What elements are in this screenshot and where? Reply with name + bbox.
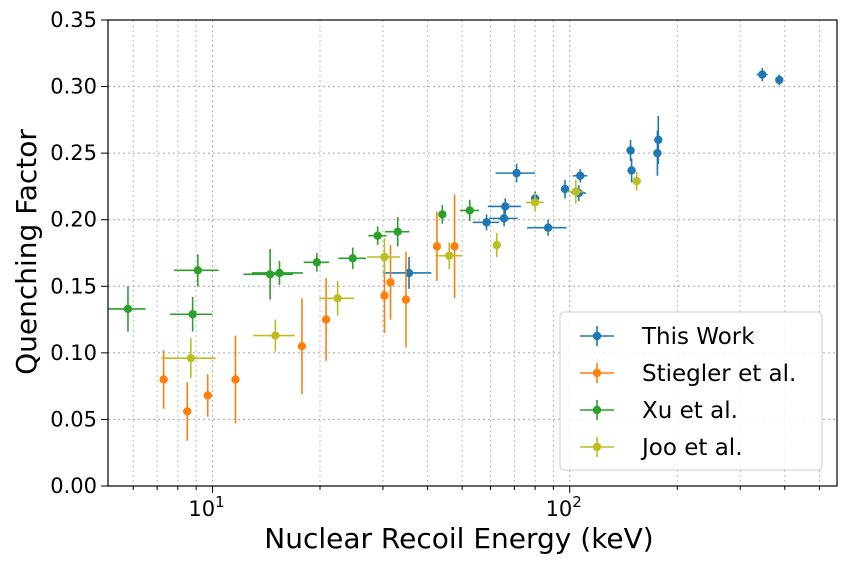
y-tick-label: 0.35 [50,8,97,32]
series-xu-et-al [108,199,479,332]
data-point [445,251,454,260]
data-point [386,278,395,287]
data-series [108,67,784,441]
data-point [203,391,212,400]
series-joo-et-al [161,171,641,379]
legend-label: Xu et al. [642,398,738,424]
data-point [188,310,197,319]
y-tick-label: 0.25 [50,141,97,165]
data-point [380,291,389,300]
y-tick-label: 0.00 [50,474,97,498]
legend-label: Stiegler et al. [642,361,796,387]
y-tick-label: 0.15 [50,274,97,298]
data-point [560,184,570,194]
data-point [492,240,501,250]
data-point [333,294,342,303]
x-tick-label: 102 [546,493,582,521]
grid-lines [108,20,837,486]
data-point [543,223,553,232]
data-point [576,171,585,180]
legend-label: This Work [641,324,755,350]
data-point [626,146,635,155]
data-point [193,266,203,275]
data-point [404,268,414,278]
data-point [265,270,275,279]
data-point [275,268,284,278]
data-point [653,148,662,158]
data-point [432,242,442,251]
data-point [123,304,133,314]
legend-marker-dot [592,405,602,415]
data-point [465,206,474,215]
data-point [373,231,382,240]
legend-marker-dot [592,442,602,452]
data-point [271,331,280,340]
axis-tick-labels: 0.00 0.05 0.10 0.15 0.20 0.25 0.30 0.35 101 102 [50,8,582,521]
data-point [348,254,357,263]
data-point [632,176,641,186]
data-point [183,407,192,416]
data-point [401,295,411,304]
data-point [654,135,663,145]
legend: This Work Stiegler et al. Xu et al. Joo et … [559,311,823,471]
legend-marker-dot [592,331,602,341]
y-tick-label: 0.20 [50,208,97,232]
data-point [321,315,331,324]
data-point [530,198,540,207]
y-tick-label: 0.05 [50,407,97,431]
y-tick-label: 0.30 [50,75,97,99]
x-tick-label: 101 [188,493,224,521]
plot-frame [107,19,838,487]
data-point [231,375,240,384]
data-point [627,166,636,175]
data-point [512,168,521,178]
axis-ticks [101,19,820,493]
data-point [312,258,322,267]
legend-label: Joo et al. [640,435,743,461]
data-point [758,70,767,79]
legend-marker-dot [592,368,602,378]
data-point [380,252,389,262]
data-point [501,202,510,211]
series-stiegler-et-al [159,194,459,441]
y-axis-label: Quenching Factor [10,129,43,375]
x-axis-label: Nuclear Recoil Energy (keV) [264,522,653,555]
data-point [393,227,402,236]
data-point [571,187,580,196]
legend-frame [559,311,823,471]
data-point [450,242,459,251]
data-point [499,214,509,223]
data-point [297,342,307,351]
data-point [438,210,447,219]
data-point [775,75,784,85]
data-point [159,375,168,384]
data-point [482,218,491,227]
data-point [186,353,196,363]
y-tick-label: 0.10 [50,341,97,365]
